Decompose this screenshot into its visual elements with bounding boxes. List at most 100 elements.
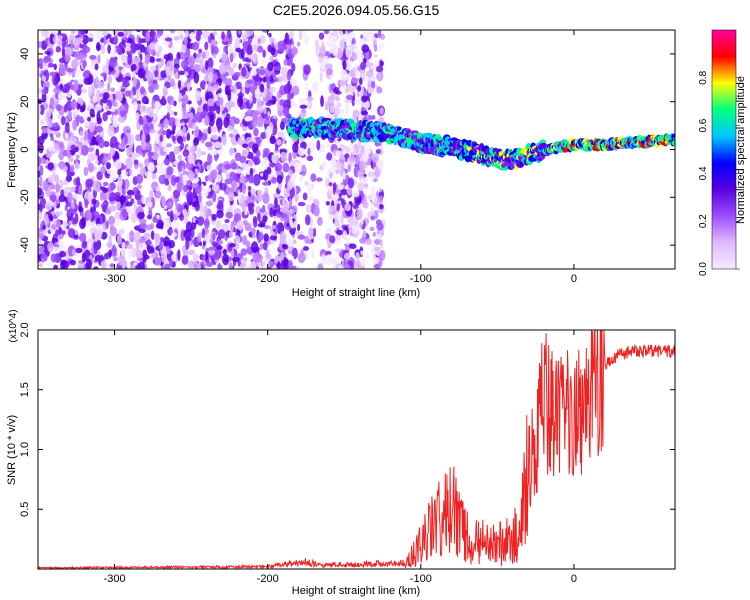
heatmap-cell bbox=[110, 107, 116, 112]
heatmap-cell bbox=[378, 250, 386, 261]
colorbar: 0.0 0.2 0.4 0.6 0.8 Normalized spectral ampl… bbox=[698, 29, 747, 276]
heatmap-cell bbox=[234, 235, 241, 245]
heatmap-cell bbox=[254, 88, 260, 99]
heatmap-cell bbox=[270, 86, 276, 92]
heatmap-cell bbox=[119, 195, 127, 204]
heatmap-cell bbox=[211, 241, 217, 248]
colorbar-ticks: 0.0 0.2 0.4 0.6 0.8 bbox=[698, 70, 740, 276]
heatmap-cell bbox=[78, 184, 83, 196]
heatmap-cell bbox=[166, 95, 175, 103]
heatmap-cell bbox=[380, 245, 384, 251]
heatmap-cell bbox=[260, 142, 264, 148]
heatmap-cell bbox=[310, 173, 317, 182]
heatmap-cell bbox=[137, 211, 145, 220]
heatmap-cell bbox=[38, 263, 43, 268]
heatmap-cell bbox=[290, 255, 295, 262]
heatmap-cell bbox=[266, 78, 271, 90]
heatmap-cell bbox=[38, 105, 41, 114]
heatmap-cell bbox=[173, 189, 181, 199]
heatmap-cell bbox=[97, 54, 101, 64]
heatmap-cell bbox=[329, 104, 335, 113]
heatmap-cell bbox=[232, 256, 240, 263]
heatmap-cell bbox=[155, 186, 160, 192]
heatmap-cell bbox=[86, 211, 93, 220]
heatmap-cell bbox=[110, 181, 115, 191]
heatmap-cell bbox=[360, 258, 367, 267]
heatmap-cell bbox=[307, 99, 313, 110]
heatmap-cell bbox=[353, 66, 357, 75]
heatmap-cell bbox=[181, 44, 187, 54]
heatmap-cell bbox=[69, 164, 75, 173]
heatmap-cell bbox=[38, 247, 44, 255]
heatmap-cell bbox=[235, 37, 241, 45]
heatmap-cell bbox=[308, 227, 314, 237]
heatmap-cell bbox=[212, 53, 217, 59]
heatmap-cell bbox=[94, 104, 103, 111]
heatmap-cell bbox=[201, 151, 207, 156]
heatmap-cell bbox=[58, 92, 66, 101]
heatmap-cell bbox=[179, 190, 184, 197]
heatmap-cell bbox=[110, 173, 118, 181]
heatmap-cell bbox=[260, 131, 267, 140]
heatmap-cell bbox=[185, 48, 191, 58]
heatmap-cell bbox=[126, 47, 132, 52]
heatmap-cell bbox=[50, 136, 55, 141]
heatmap-cell bbox=[250, 241, 259, 254]
heatmap-cell bbox=[229, 147, 234, 156]
heatmap-cell bbox=[279, 121, 285, 131]
heatmap-cell bbox=[272, 192, 281, 200]
heatmap-cell bbox=[215, 117, 223, 130]
heatmap-cell bbox=[216, 165, 220, 170]
heatmap-cell bbox=[327, 189, 333, 195]
heatmap-cell bbox=[135, 112, 140, 121]
heatmap-cell bbox=[147, 173, 151, 182]
heatmap-cell bbox=[283, 188, 288, 194]
heatmap-cell bbox=[254, 253, 263, 263]
heatmap-cell bbox=[87, 116, 92, 122]
heatmap-cell bbox=[144, 53, 151, 64]
heatmap-cell bbox=[276, 204, 281, 213]
heatmap-cell bbox=[139, 86, 145, 95]
heatmap-cell bbox=[267, 110, 271, 117]
heatmap-cell bbox=[340, 108, 345, 115]
heatmap-cell bbox=[137, 162, 144, 168]
heatmap-cell bbox=[247, 202, 253, 212]
heatmap-cell bbox=[102, 112, 108, 122]
heatmap-cell bbox=[228, 261, 233, 269]
heatmap-cell bbox=[184, 163, 192, 169]
heatmap-cell bbox=[200, 263, 204, 269]
heatmap-cell bbox=[177, 79, 182, 90]
heatmap-cell bbox=[186, 37, 192, 43]
colorbar-tick-label: 0.8 bbox=[698, 70, 709, 84]
heatmap-cell bbox=[241, 182, 246, 195]
heatmap-cell bbox=[269, 208, 275, 218]
heatmap-cell bbox=[291, 247, 298, 260]
colorbar-frame bbox=[711, 29, 737, 270]
heatmap-cell bbox=[333, 149, 337, 156]
heatmap-cell bbox=[54, 174, 60, 184]
heatmap-cell bbox=[297, 234, 306, 240]
heatmap-cell bbox=[58, 194, 66, 203]
heatmap-cell bbox=[96, 117, 103, 125]
heatmap-cell bbox=[94, 63, 99, 71]
heatmap-cell bbox=[58, 126, 66, 131]
heatmap-cell bbox=[252, 216, 258, 224]
heatmap-cell bbox=[102, 155, 108, 166]
heatmap-cell bbox=[360, 61, 367, 71]
heatmap-cell bbox=[227, 187, 234, 193]
heatmap-cell bbox=[183, 214, 188, 225]
heatmap-cell bbox=[247, 43, 253, 54]
heatmap-cell bbox=[81, 144, 89, 156]
heatmap-cell bbox=[294, 162, 302, 174]
heatmap-cell bbox=[157, 123, 164, 128]
heatmap-cell bbox=[193, 200, 199, 207]
heatmap-cell bbox=[108, 215, 115, 226]
heatmap-cell bbox=[96, 41, 101, 52]
heatmap-cell bbox=[304, 34, 310, 46]
heatmap-cell bbox=[66, 225, 70, 230]
heatmap-cell bbox=[87, 162, 95, 173]
heatmap-cell bbox=[46, 51, 51, 56]
heatmap-cell bbox=[224, 236, 228, 241]
heatmap-cell bbox=[172, 221, 181, 233]
heatmap-cell bbox=[55, 45, 62, 53]
